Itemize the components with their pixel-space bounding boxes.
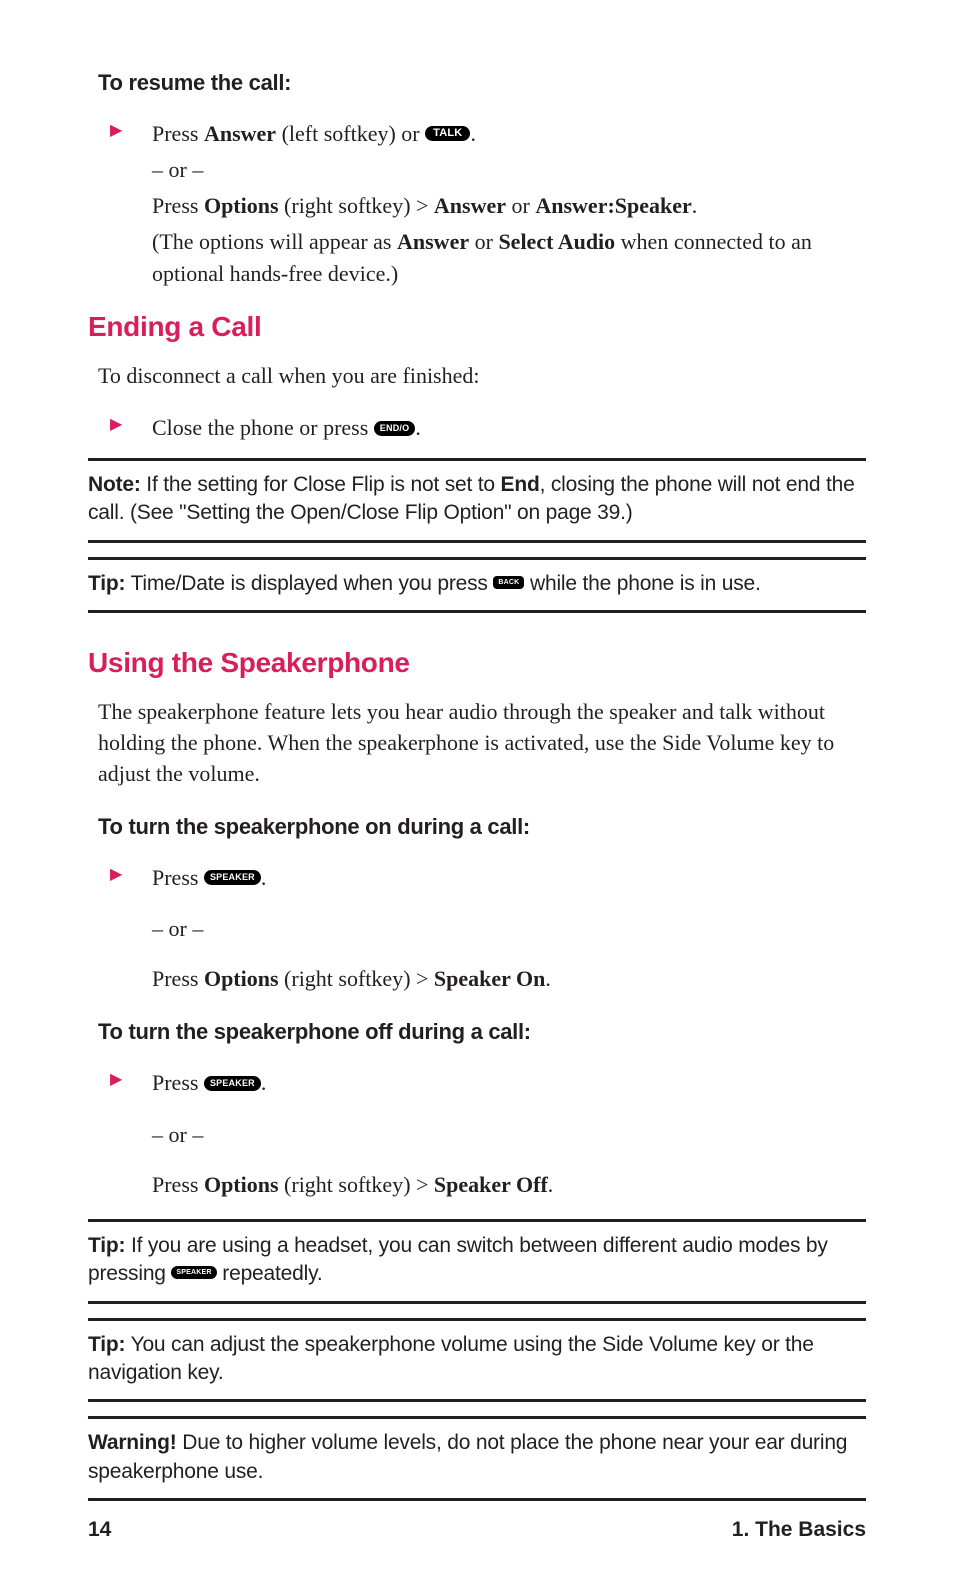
text: Close the phone or press (152, 415, 374, 440)
text: Due to higher volume levels, do not plac… (88, 1431, 847, 1482)
text: repeatedly. (217, 1262, 323, 1285)
speaker-key-icon: SPEAKER (204, 870, 261, 885)
back-key-icon: BACK (493, 576, 524, 589)
tip-label: Tip: (88, 572, 125, 595)
bold-text: Options (204, 966, 279, 991)
text: Press (152, 966, 204, 991)
text: . (470, 121, 476, 146)
text: . (692, 193, 698, 218)
warning-box: Warning! Due to higher volume levels, do… (88, 1416, 866, 1501)
speakerphone-heading: Using the Speakerphone (88, 647, 866, 679)
end-key-icon: END/O (374, 421, 416, 436)
tip-box-3: Tip: You can adjust the speakerphone vol… (88, 1318, 866, 1403)
bold-text: Select Audio (498, 229, 615, 254)
page-footer: 14 1. The Basics (88, 1518, 866, 1542)
speaker-key-icon: SPEAKER (171, 1266, 216, 1279)
speaker-on-heading: To turn the speakerphone on during a cal… (98, 814, 866, 840)
speaker-off-bullet: ▶ Press SPEAKER. (110, 1067, 866, 1099)
speaker-on-line2: Press Options (right softkey) > Speaker … (152, 963, 866, 995)
tip-box-2: Tip: If you are using a headset, you can… (88, 1219, 866, 1304)
bold-text: Answer (397, 229, 469, 254)
text: Press (152, 193, 204, 218)
tip-label: Tip: (88, 1234, 125, 1257)
text: (right softkey) > (279, 1172, 434, 1197)
text: or (469, 229, 498, 254)
text: (right softkey) > (279, 966, 434, 991)
resume-bullet: ▶ Press Answer (left softkey) or TALK. –… (110, 118, 866, 289)
text: Press (152, 1070, 204, 1095)
speakerphone-intro: The speakerphone feature lets you hear a… (98, 697, 836, 789)
note-label: Note: (88, 473, 141, 496)
bold-text: Speaker Off (434, 1172, 548, 1197)
text: Press (152, 865, 204, 890)
speaker-off-line2: Press Options (right softkey) > Speaker … (152, 1169, 866, 1201)
bold-text: Options (204, 1172, 279, 1197)
talk-key-icon: TALK (425, 126, 470, 141)
text: Time/Date is displayed when you press (125, 572, 493, 595)
text: Press (152, 121, 204, 146)
bold-text: Answer:Speaker (535, 193, 691, 218)
text: . (415, 415, 421, 440)
bold-text: Options (204, 193, 279, 218)
section-title: 1. The Basics (732, 1518, 866, 1542)
ending-bullet-content: Close the phone or press END/O. (152, 412, 866, 444)
resume-heading: To resume the call: (98, 70, 866, 96)
tip-label: Tip: (88, 1333, 125, 1356)
speaker-off-heading: To turn the speakerphone off during a ca… (98, 1019, 866, 1045)
text: (left softkey) or (276, 121, 425, 146)
warning-label: Warning! (88, 1431, 177, 1454)
text: You can adjust the speakerphone volume u… (88, 1333, 814, 1384)
speaker-on-bullet: ▶ Press SPEAKER. (110, 862, 866, 894)
document-page: To resume the call: ▶ Press Answer (left… (0, 0, 954, 1501)
text: . (545, 966, 551, 991)
bold-text: End (501, 473, 540, 496)
text: . (261, 1070, 267, 1095)
bold-text: Speaker On (434, 966, 545, 991)
bold-text: Answer (204, 121, 276, 146)
resume-bullet-content: Press Answer (left softkey) or TALK. – o… (152, 118, 866, 289)
text: . (548, 1172, 554, 1197)
bold-text: Answer (434, 193, 506, 218)
text: (right softkey) > (279, 193, 434, 218)
or-separator: – or – (152, 913, 866, 945)
text: Press (152, 1172, 204, 1197)
or-separator: – or – (152, 154, 866, 186)
text: . (261, 865, 267, 890)
text: or (506, 193, 535, 218)
ending-intro: To disconnect a call when you are finish… (98, 361, 836, 392)
note-box: Note: If the setting for Close Flip is n… (88, 458, 866, 543)
triangle-bullet-icon: ▶ (110, 1069, 122, 1089)
or-separator: – or – (152, 1119, 866, 1151)
text: while the phone is in use. (524, 572, 760, 595)
text: (The options will appear as (152, 229, 397, 254)
tip-box-1: Tip: Time/Date is displayed when you pre… (88, 557, 866, 613)
page-number: 14 (88, 1518, 111, 1542)
triangle-bullet-icon: ▶ (110, 864, 122, 884)
ending-bullet: ▶ Close the phone or press END/O. (110, 412, 866, 444)
ending-heading: Ending a Call (88, 311, 866, 343)
speaker-key-icon: SPEAKER (204, 1076, 261, 1091)
text: If the setting for Close Flip is not set… (141, 473, 501, 496)
triangle-bullet-icon: ▶ (110, 120, 122, 140)
triangle-bullet-icon: ▶ (110, 414, 122, 434)
